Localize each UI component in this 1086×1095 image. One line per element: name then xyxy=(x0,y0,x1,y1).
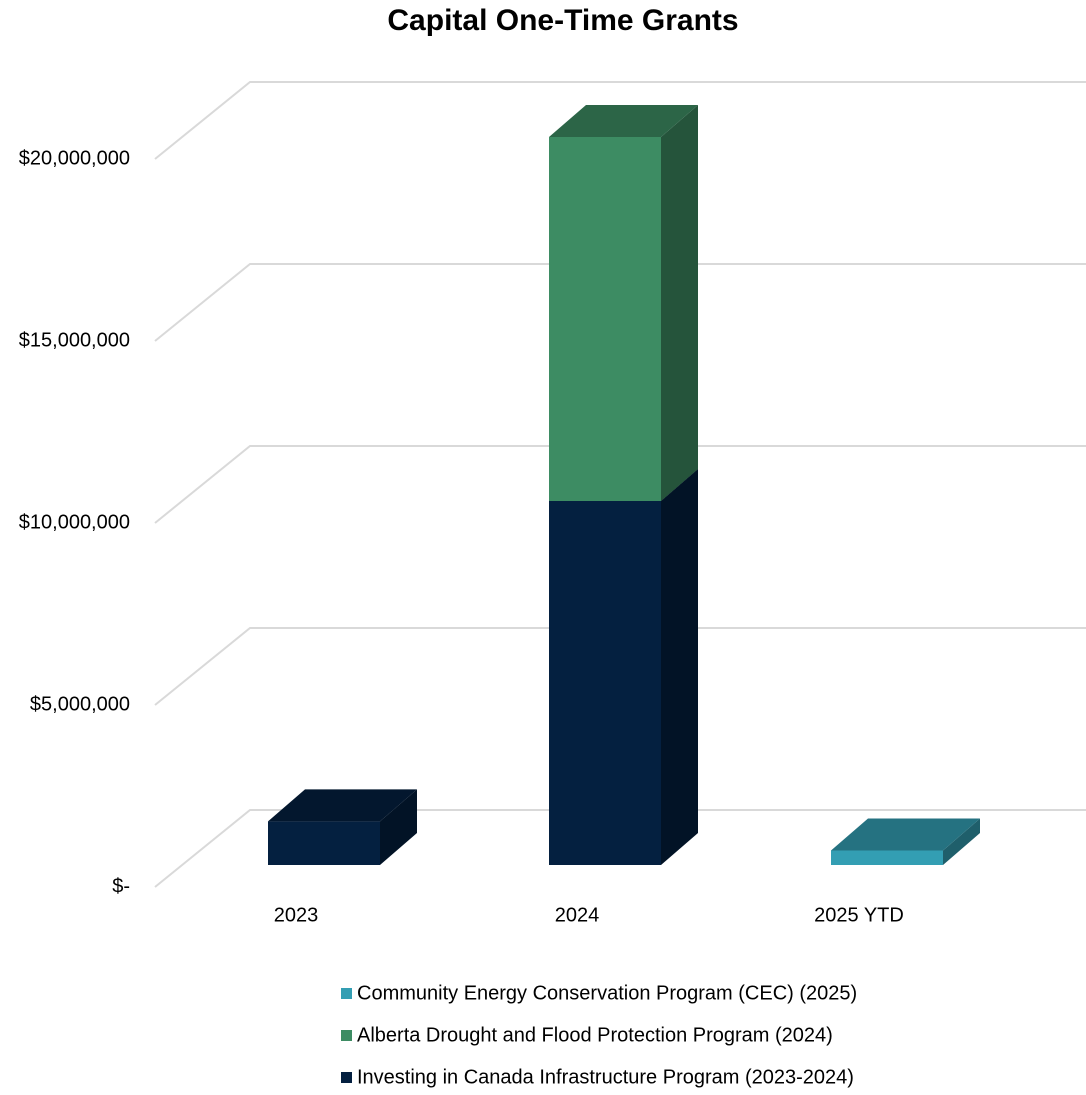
grid-line xyxy=(154,445,1086,524)
x-tick-label: 2023 xyxy=(274,904,319,926)
grid-line xyxy=(154,809,1086,888)
legend-label: Investing in Canada Infrastructure Progr… xyxy=(357,1066,854,1088)
legend-swatch xyxy=(341,1072,352,1083)
bar-side xyxy=(380,789,417,865)
legend-swatch xyxy=(341,988,352,999)
y-tick-label: $10,000,000 xyxy=(19,511,130,533)
bar-front xyxy=(549,137,661,501)
bar-top xyxy=(268,789,417,822)
bar-side xyxy=(661,105,698,501)
y-tick-label: $5,000,000 xyxy=(30,693,130,715)
x-tick-label: 2025 YTD xyxy=(814,904,904,926)
y-tick-label: $15,000,000 xyxy=(19,329,130,351)
bar-side xyxy=(661,469,698,865)
y-tick-label: $20,000,000 xyxy=(19,147,130,169)
x-tick-label: 2024 xyxy=(555,904,600,926)
legend-label: Alberta Drought and Flood Protection Pro… xyxy=(357,1024,833,1046)
legend-swatch xyxy=(341,1030,352,1041)
bar-front xyxy=(549,501,661,865)
bar-front xyxy=(268,821,380,865)
bar-top xyxy=(831,818,980,851)
bar-front xyxy=(831,850,943,865)
grid-line xyxy=(154,627,1086,706)
bar-side xyxy=(943,818,980,865)
chart-title: Capital One-Time Grants xyxy=(387,4,738,37)
grid-line xyxy=(154,263,1086,342)
bar-top xyxy=(549,105,698,137)
grid-line xyxy=(154,81,1086,160)
legend-label: Community Energy Conservation Program (C… xyxy=(357,982,857,1004)
y-tick-label: $- xyxy=(112,875,130,897)
